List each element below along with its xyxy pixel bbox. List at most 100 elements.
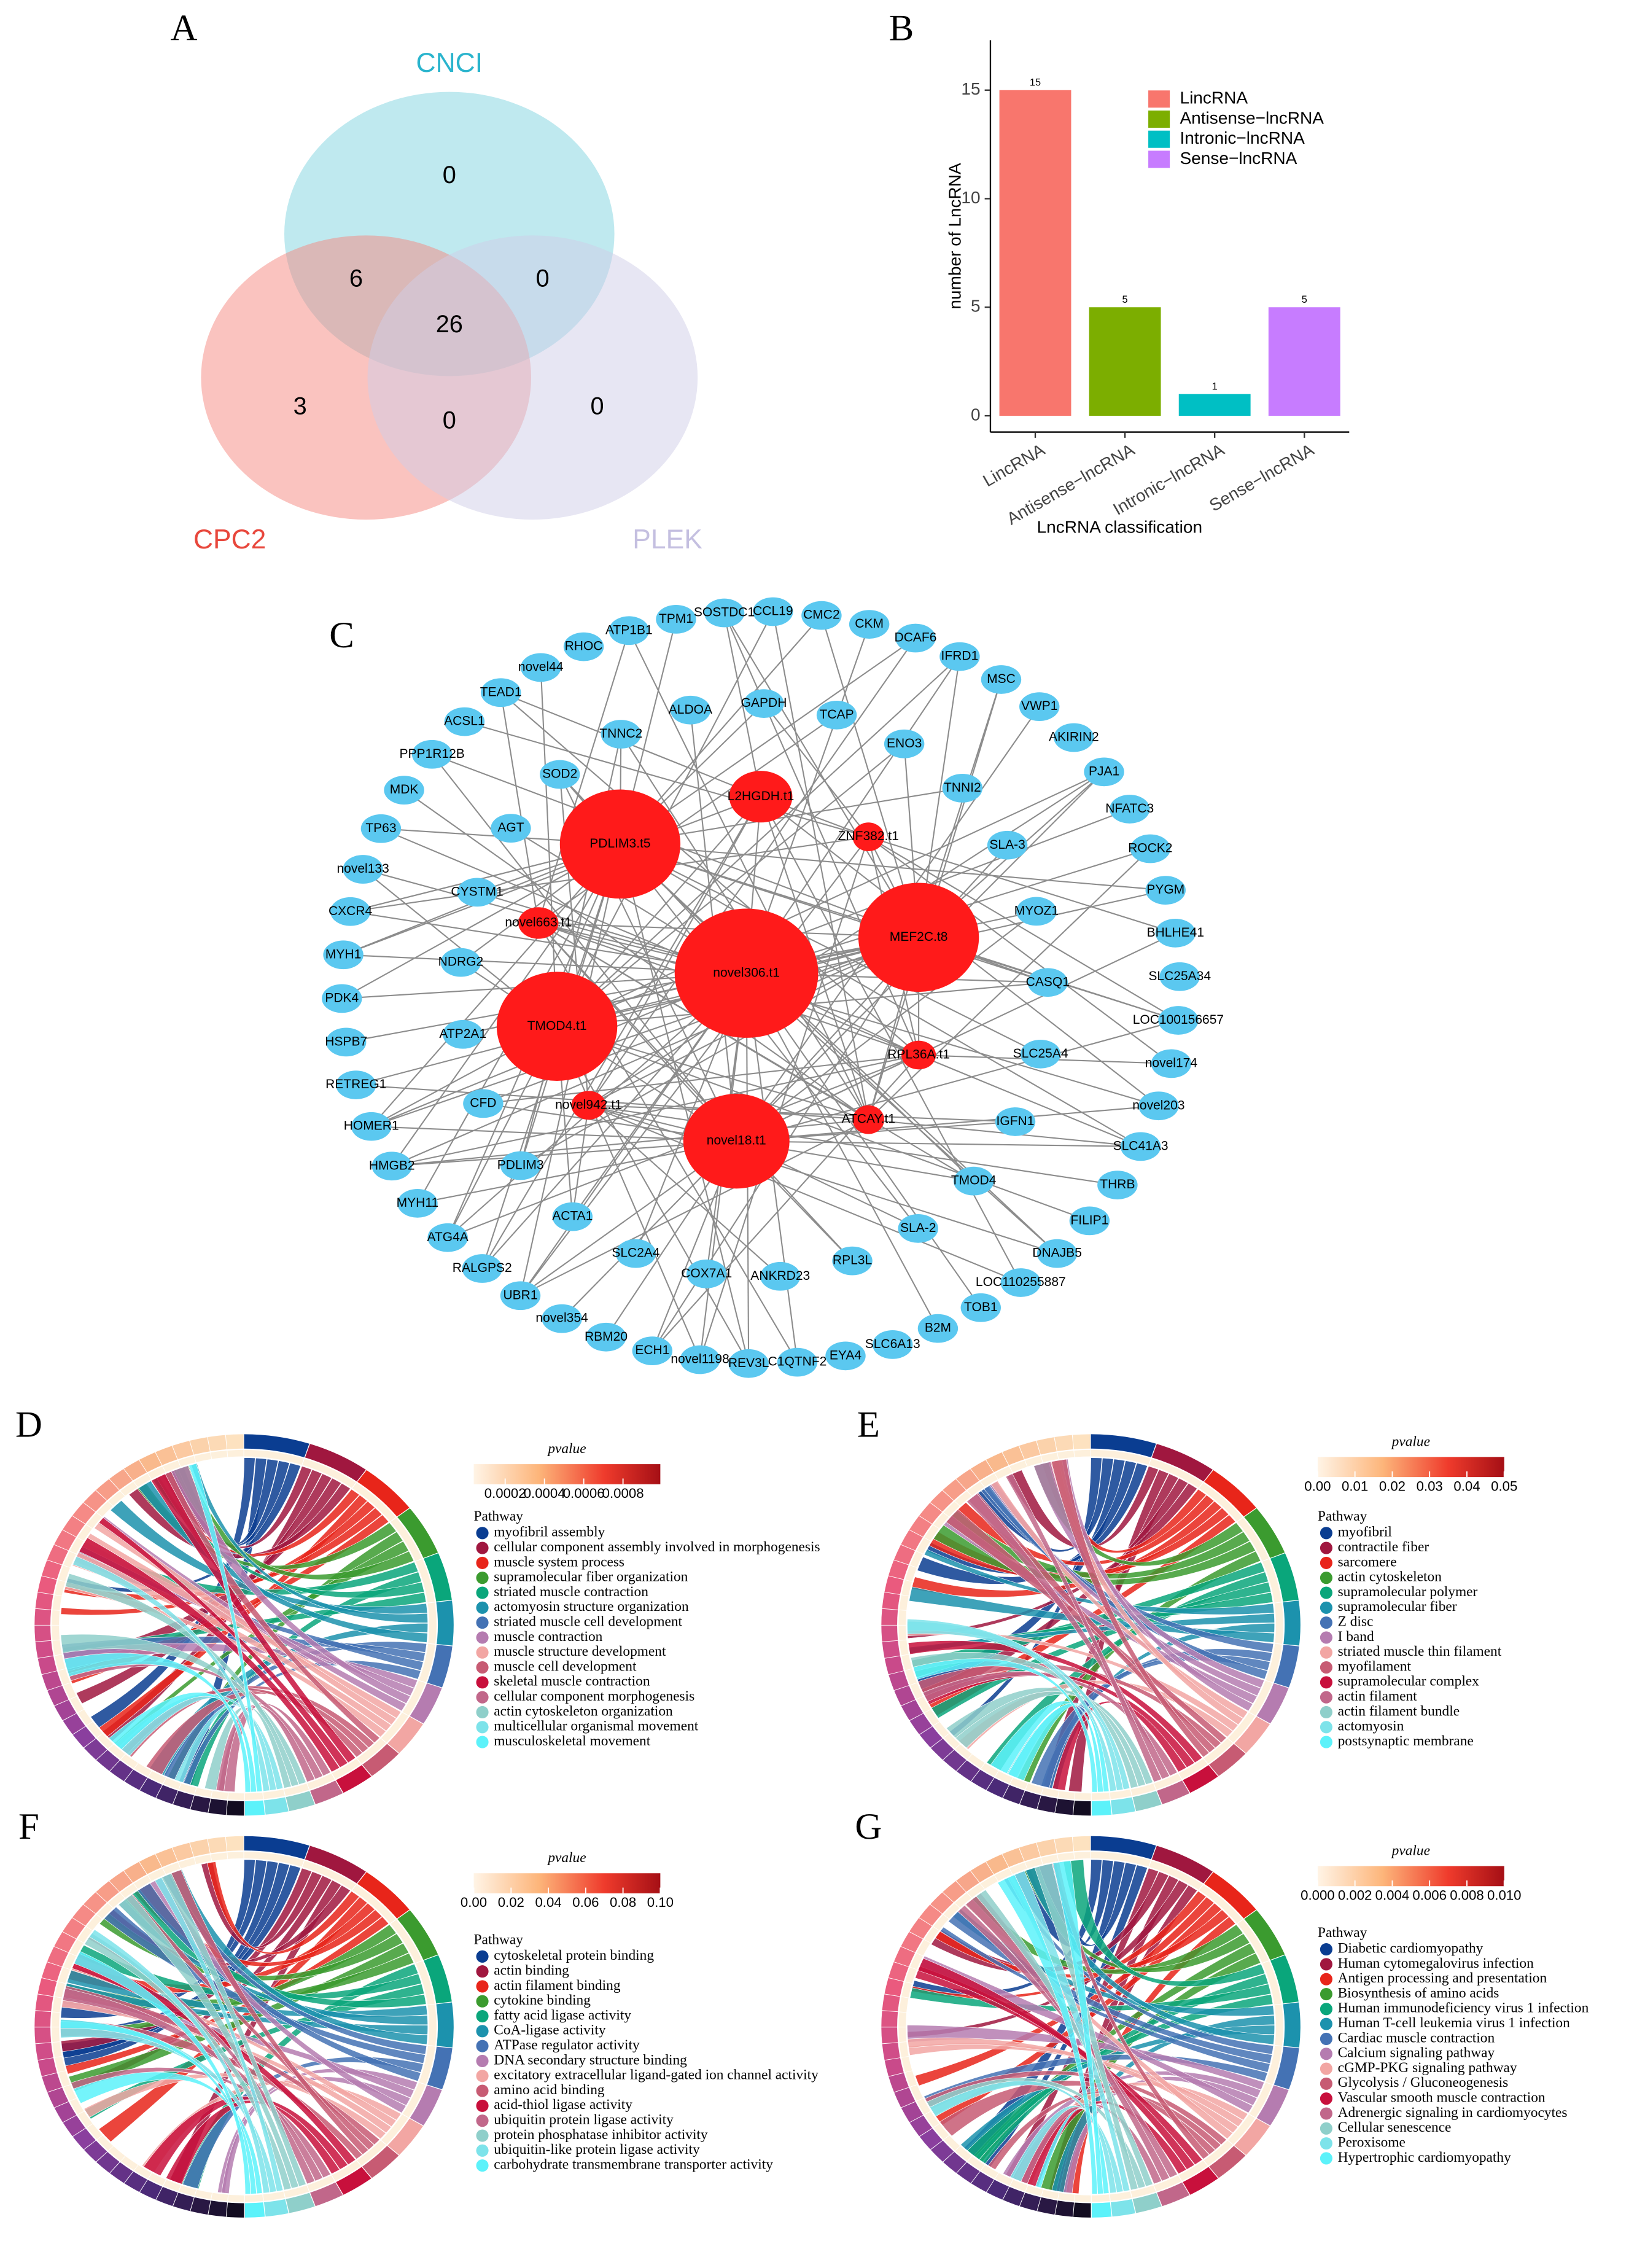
gene-arc (882, 2043, 900, 2060)
legend-label: supramolecular fiber organization (494, 1569, 688, 1585)
pathway-arc (1209, 1744, 1246, 1776)
legend-dot (476, 1736, 489, 1748)
gene-node (384, 776, 424, 805)
pathway-inner-arc (1091, 1449, 1151, 1465)
ribbon (98, 1517, 348, 1768)
gene-inner-arc (120, 1481, 138, 1496)
gene-inner-arc (917, 2098, 931, 2114)
gene-label: TP63 (365, 821, 396, 835)
pathway-inner-arc (1154, 1773, 1182, 1790)
gene-inner-arc (87, 1721, 103, 1738)
legend-dot (476, 2070, 489, 2083)
legend-label: multicellular organismal movement (494, 1718, 699, 1734)
pathway-inner-arc (244, 1792, 263, 1800)
gene-node (500, 1281, 541, 1311)
gene-inner-arc (134, 1763, 152, 1777)
legend-label: actin binding (494, 1962, 569, 1978)
gene-label: RBM20 (585, 1330, 628, 1344)
pathway-inner-arc (1199, 1885, 1243, 1923)
gene-node (960, 1293, 1001, 1322)
gene-label: MYOZ1 (1014, 903, 1059, 918)
gene-node (1019, 692, 1060, 721)
gene-node (849, 610, 890, 639)
gene-node (1027, 968, 1068, 997)
gene-inner-arc (52, 1640, 62, 1656)
pathway-arc (362, 1744, 399, 1776)
gene-inner-arc (1075, 2194, 1091, 2202)
gene-arc (84, 2140, 107, 2162)
gene-arc (41, 1560, 62, 1580)
legend-dot (476, 1572, 489, 1584)
gene-arc (47, 1685, 69, 1706)
legend-label: Peroxisome (1338, 2134, 1406, 2150)
pathway-arc (1132, 2192, 1162, 2213)
gene-node (1097, 1171, 1138, 1199)
gene-inner-arc (77, 2111, 93, 2127)
colorbar-tick-label: 0.04 (535, 1895, 561, 1910)
pathway-arc (387, 2118, 423, 2155)
chord-diagram (881, 1836, 1301, 2218)
y-tick-label: 0 (971, 405, 981, 424)
gene-inner-arc (898, 2012, 907, 2027)
gene-label: BHLHE41 (1147, 926, 1204, 940)
gene-inner-arc (905, 1967, 917, 1984)
gene-node (491, 814, 531, 843)
pathway-arc (1183, 1765, 1218, 1793)
gene-inner-arc (944, 1733, 960, 1749)
edge (868, 836, 1172, 1064)
gene-inner-arc (96, 1501, 113, 1517)
pathway-arc (244, 2202, 265, 2218)
gene-arc (190, 1795, 211, 1813)
pathway-arc (1204, 1872, 1256, 1919)
pathway-inner-arc (1130, 1783, 1156, 1796)
gene-inner-arc (211, 1451, 228, 1459)
ribbon (1052, 1860, 1104, 2194)
gene-label: ENO3 (887, 736, 922, 750)
gene-arc (156, 2186, 178, 2207)
pathway-arc (1157, 2182, 1190, 2207)
gene-arc (54, 1700, 77, 1721)
pathway-arc (1256, 1683, 1289, 1724)
ribbon (154, 1877, 284, 2192)
gene-node (656, 604, 696, 634)
pathway-inner-arc (1204, 1739, 1233, 1764)
gene-arc (1036, 1839, 1057, 1857)
gene-arc (123, 1460, 147, 1481)
legend-label: CoA-ligase activity (494, 2022, 606, 2038)
panel-letter: D (15, 1405, 42, 1446)
pathway-arc (362, 2146, 399, 2178)
gene-label: PPP1R12B (399, 747, 464, 761)
gene-arc (943, 1881, 966, 1903)
pathway-inner-arc (1204, 2140, 1233, 2166)
edge (588, 771, 1105, 1106)
value-label: 5 (1302, 294, 1307, 305)
pathway-arc (1151, 1845, 1213, 1884)
gene-arc (881, 1625, 898, 1642)
gene-arc (63, 1516, 85, 1537)
gene-inner-arc (1041, 1452, 1059, 1462)
legend-dot (1320, 2107, 1332, 2120)
ribbon (1050, 1459, 1243, 1725)
ribbon (138, 1480, 428, 1643)
lncrna-label: L2HGDH.t1 (728, 789, 795, 803)
lncrna-label: RPL36A.t1 (887, 1048, 950, 1062)
gene-label: IFRD1 (941, 649, 979, 663)
gene-inner-arc (86, 1914, 102, 1930)
gene-inner-arc (63, 1551, 76, 1568)
edge (537, 630, 630, 924)
gene-node (457, 878, 497, 907)
pathway-inner-arc (1091, 1852, 1151, 1867)
gene-node (1069, 1206, 1110, 1236)
panel-letter: C (329, 615, 354, 656)
colorbar-tick-label: 0.02 (498, 1895, 524, 1910)
edge (556, 656, 960, 1027)
pathway-inner-arc (1262, 1961, 1282, 2005)
gene-node (1054, 723, 1094, 752)
pathway-inner-arc (1110, 1790, 1132, 1799)
gene-arc (63, 1713, 86, 1734)
value-label: 15 (1030, 77, 1041, 88)
gene-inner-arc (55, 1580, 66, 1596)
colorbar-tick-label: 0.03 (1417, 1478, 1443, 1494)
edge (343, 796, 761, 956)
